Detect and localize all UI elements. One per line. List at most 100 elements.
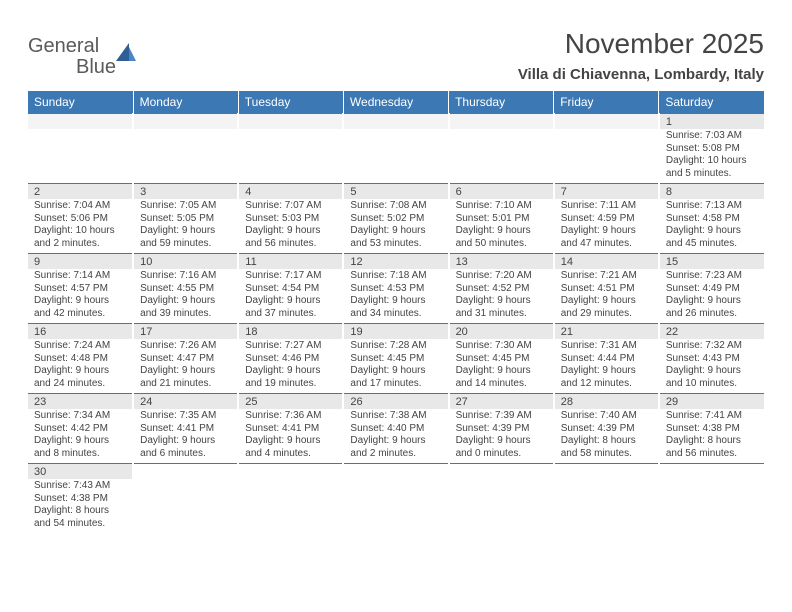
sail-icon xyxy=(116,43,136,61)
day-detail-row: Sunrise: 7:04 AMSunset: 5:06 PMDaylight:… xyxy=(28,199,764,254)
day-detail-cell: Sunrise: 7:05 AMSunset: 5:05 PMDaylight:… xyxy=(133,199,238,254)
header: General Blue November 2025 Villa di Chia… xyxy=(28,28,764,83)
day-number-cell: 1 xyxy=(659,114,764,130)
sunset-text: Sunset: 4:53 PM xyxy=(350,283,441,296)
day-detail-cell xyxy=(343,479,448,533)
daylight-text: Daylight: 9 hours and 50 minutes. xyxy=(456,225,547,250)
weekday-header: Sunday xyxy=(28,91,133,114)
logo-word1: General xyxy=(28,35,99,57)
day-detail-cell xyxy=(449,129,554,184)
day-detail-cell: Sunrise: 7:20 AMSunset: 4:52 PMDaylight:… xyxy=(449,269,554,324)
day-detail-cell: Sunrise: 7:32 AMSunset: 4:43 PMDaylight:… xyxy=(659,339,764,394)
daylight-text: Daylight: 9 hours and 14 minutes. xyxy=(456,365,547,390)
daylight-text: Daylight: 9 hours and 17 minutes. xyxy=(350,365,441,390)
sunrise-text: Sunrise: 7:32 AM xyxy=(666,340,758,353)
sunrise-text: Sunrise: 7:28 AM xyxy=(350,340,441,353)
day-detail-cell: Sunrise: 7:18 AMSunset: 4:53 PMDaylight:… xyxy=(343,269,448,324)
day-detail-cell: Sunrise: 7:14 AMSunset: 4:57 PMDaylight:… xyxy=(28,269,133,324)
day-detail-cell: Sunrise: 7:17 AMSunset: 4:54 PMDaylight:… xyxy=(238,269,343,324)
day-detail-cell: Sunrise: 7:24 AMSunset: 4:48 PMDaylight:… xyxy=(28,339,133,394)
logo: General Blue xyxy=(28,28,136,78)
sunset-text: Sunset: 4:49 PM xyxy=(666,283,758,296)
day-number-cell xyxy=(449,114,554,130)
day-number-cell xyxy=(659,464,764,480)
sunset-text: Sunset: 5:05 PM xyxy=(140,213,231,226)
weekday-header-row: Sunday Monday Tuesday Wednesday Thursday… xyxy=(28,91,764,114)
sunrise-text: Sunrise: 7:27 AM xyxy=(245,340,336,353)
day-detail-cell: Sunrise: 7:36 AMSunset: 4:41 PMDaylight:… xyxy=(238,409,343,464)
sunrise-text: Sunrise: 7:18 AM xyxy=(350,270,441,283)
day-number-cell xyxy=(28,114,133,130)
daylight-text: Daylight: 9 hours and 6 minutes. xyxy=(140,435,231,460)
sunset-text: Sunset: 5:08 PM xyxy=(666,143,758,156)
sunset-text: Sunset: 4:46 PM xyxy=(245,353,336,366)
day-detail-cell: Sunrise: 7:21 AMSunset: 4:51 PMDaylight:… xyxy=(554,269,659,324)
day-number-cell: 10 xyxy=(133,254,238,270)
day-number-cell: 19 xyxy=(343,324,448,340)
day-number-cell xyxy=(238,114,343,130)
sunset-text: Sunset: 4:48 PM xyxy=(34,353,126,366)
day-detail-row: Sunrise: 7:14 AMSunset: 4:57 PMDaylight:… xyxy=(28,269,764,324)
sunset-text: Sunset: 4:40 PM xyxy=(350,423,441,436)
sunset-text: Sunset: 5:02 PM xyxy=(350,213,441,226)
daylight-text: Daylight: 9 hours and 2 minutes. xyxy=(350,435,441,460)
sunset-text: Sunset: 4:45 PM xyxy=(350,353,441,366)
sunrise-text: Sunrise: 7:21 AM xyxy=(561,270,652,283)
day-detail-cell xyxy=(343,129,448,184)
daylight-text: Daylight: 9 hours and 21 minutes. xyxy=(140,365,231,390)
daylight-text: Daylight: 8 hours and 56 minutes. xyxy=(666,435,758,460)
day-detail-cell xyxy=(554,129,659,184)
day-number-cell: 6 xyxy=(449,184,554,200)
day-number-cell xyxy=(133,464,238,480)
day-number-cell: 28 xyxy=(554,394,659,410)
sunset-text: Sunset: 5:01 PM xyxy=(456,213,547,226)
sunset-text: Sunset: 5:03 PM xyxy=(245,213,336,226)
sunrise-text: Sunrise: 7:39 AM xyxy=(456,410,547,423)
weekday-header: Friday xyxy=(554,91,659,114)
weekday-header: Saturday xyxy=(659,91,764,114)
daylight-text: Daylight: 9 hours and 0 minutes. xyxy=(456,435,547,460)
sunset-text: Sunset: 4:51 PM xyxy=(561,283,652,296)
day-number-cell: 18 xyxy=(238,324,343,340)
day-number-cell xyxy=(343,114,448,130)
day-number-cell: 5 xyxy=(343,184,448,200)
day-number-cell xyxy=(343,464,448,480)
day-number-cell: 15 xyxy=(659,254,764,270)
sunset-text: Sunset: 4:59 PM xyxy=(561,213,652,226)
daylight-text: Daylight: 9 hours and 59 minutes. xyxy=(140,225,231,250)
sunrise-text: Sunrise: 7:35 AM xyxy=(140,410,231,423)
day-number-row: 23242526272829 xyxy=(28,394,764,410)
day-number-cell: 20 xyxy=(449,324,554,340)
day-detail-cell: Sunrise: 7:23 AMSunset: 4:49 PMDaylight:… xyxy=(659,269,764,324)
day-number-cell: 7 xyxy=(554,184,659,200)
day-number-cell xyxy=(133,114,238,130)
day-detail-cell: Sunrise: 7:43 AMSunset: 4:38 PMDaylight:… xyxy=(28,479,133,533)
sunrise-text: Sunrise: 7:05 AM xyxy=(140,200,231,213)
sunrise-text: Sunrise: 7:34 AM xyxy=(34,410,126,423)
day-number-cell xyxy=(238,464,343,480)
sunset-text: Sunset: 4:42 PM xyxy=(34,423,126,436)
day-number-row: 9101112131415 xyxy=(28,254,764,270)
daylight-text: Daylight: 9 hours and 53 minutes. xyxy=(350,225,441,250)
logo-word2: Blue xyxy=(76,56,116,78)
daylight-text: Daylight: 9 hours and 39 minutes. xyxy=(140,295,231,320)
daylight-text: Daylight: 9 hours and 4 minutes. xyxy=(245,435,336,460)
daylight-text: Daylight: 10 hours and 2 minutes. xyxy=(34,225,126,250)
day-detail-cell: Sunrise: 7:35 AMSunset: 4:41 PMDaylight:… xyxy=(133,409,238,464)
daylight-text: Daylight: 9 hours and 47 minutes. xyxy=(561,225,652,250)
weekday-header: Thursday xyxy=(449,91,554,114)
day-detail-cell: Sunrise: 7:40 AMSunset: 4:39 PMDaylight:… xyxy=(554,409,659,464)
sunset-text: Sunset: 4:58 PM xyxy=(666,213,758,226)
day-detail-cell: Sunrise: 7:41 AMSunset: 4:38 PMDaylight:… xyxy=(659,409,764,464)
day-number-cell: 22 xyxy=(659,324,764,340)
sunrise-text: Sunrise: 7:31 AM xyxy=(561,340,652,353)
day-number-cell: 17 xyxy=(133,324,238,340)
weekday-header: Wednesday xyxy=(343,91,448,114)
day-number-cell: 4 xyxy=(238,184,343,200)
sunset-text: Sunset: 4:57 PM xyxy=(34,283,126,296)
day-number-cell: 29 xyxy=(659,394,764,410)
sunrise-text: Sunrise: 7:30 AM xyxy=(456,340,547,353)
daylight-text: Daylight: 9 hours and 34 minutes. xyxy=(350,295,441,320)
sunset-text: Sunset: 5:06 PM xyxy=(34,213,126,226)
sunrise-text: Sunrise: 7:23 AM xyxy=(666,270,758,283)
